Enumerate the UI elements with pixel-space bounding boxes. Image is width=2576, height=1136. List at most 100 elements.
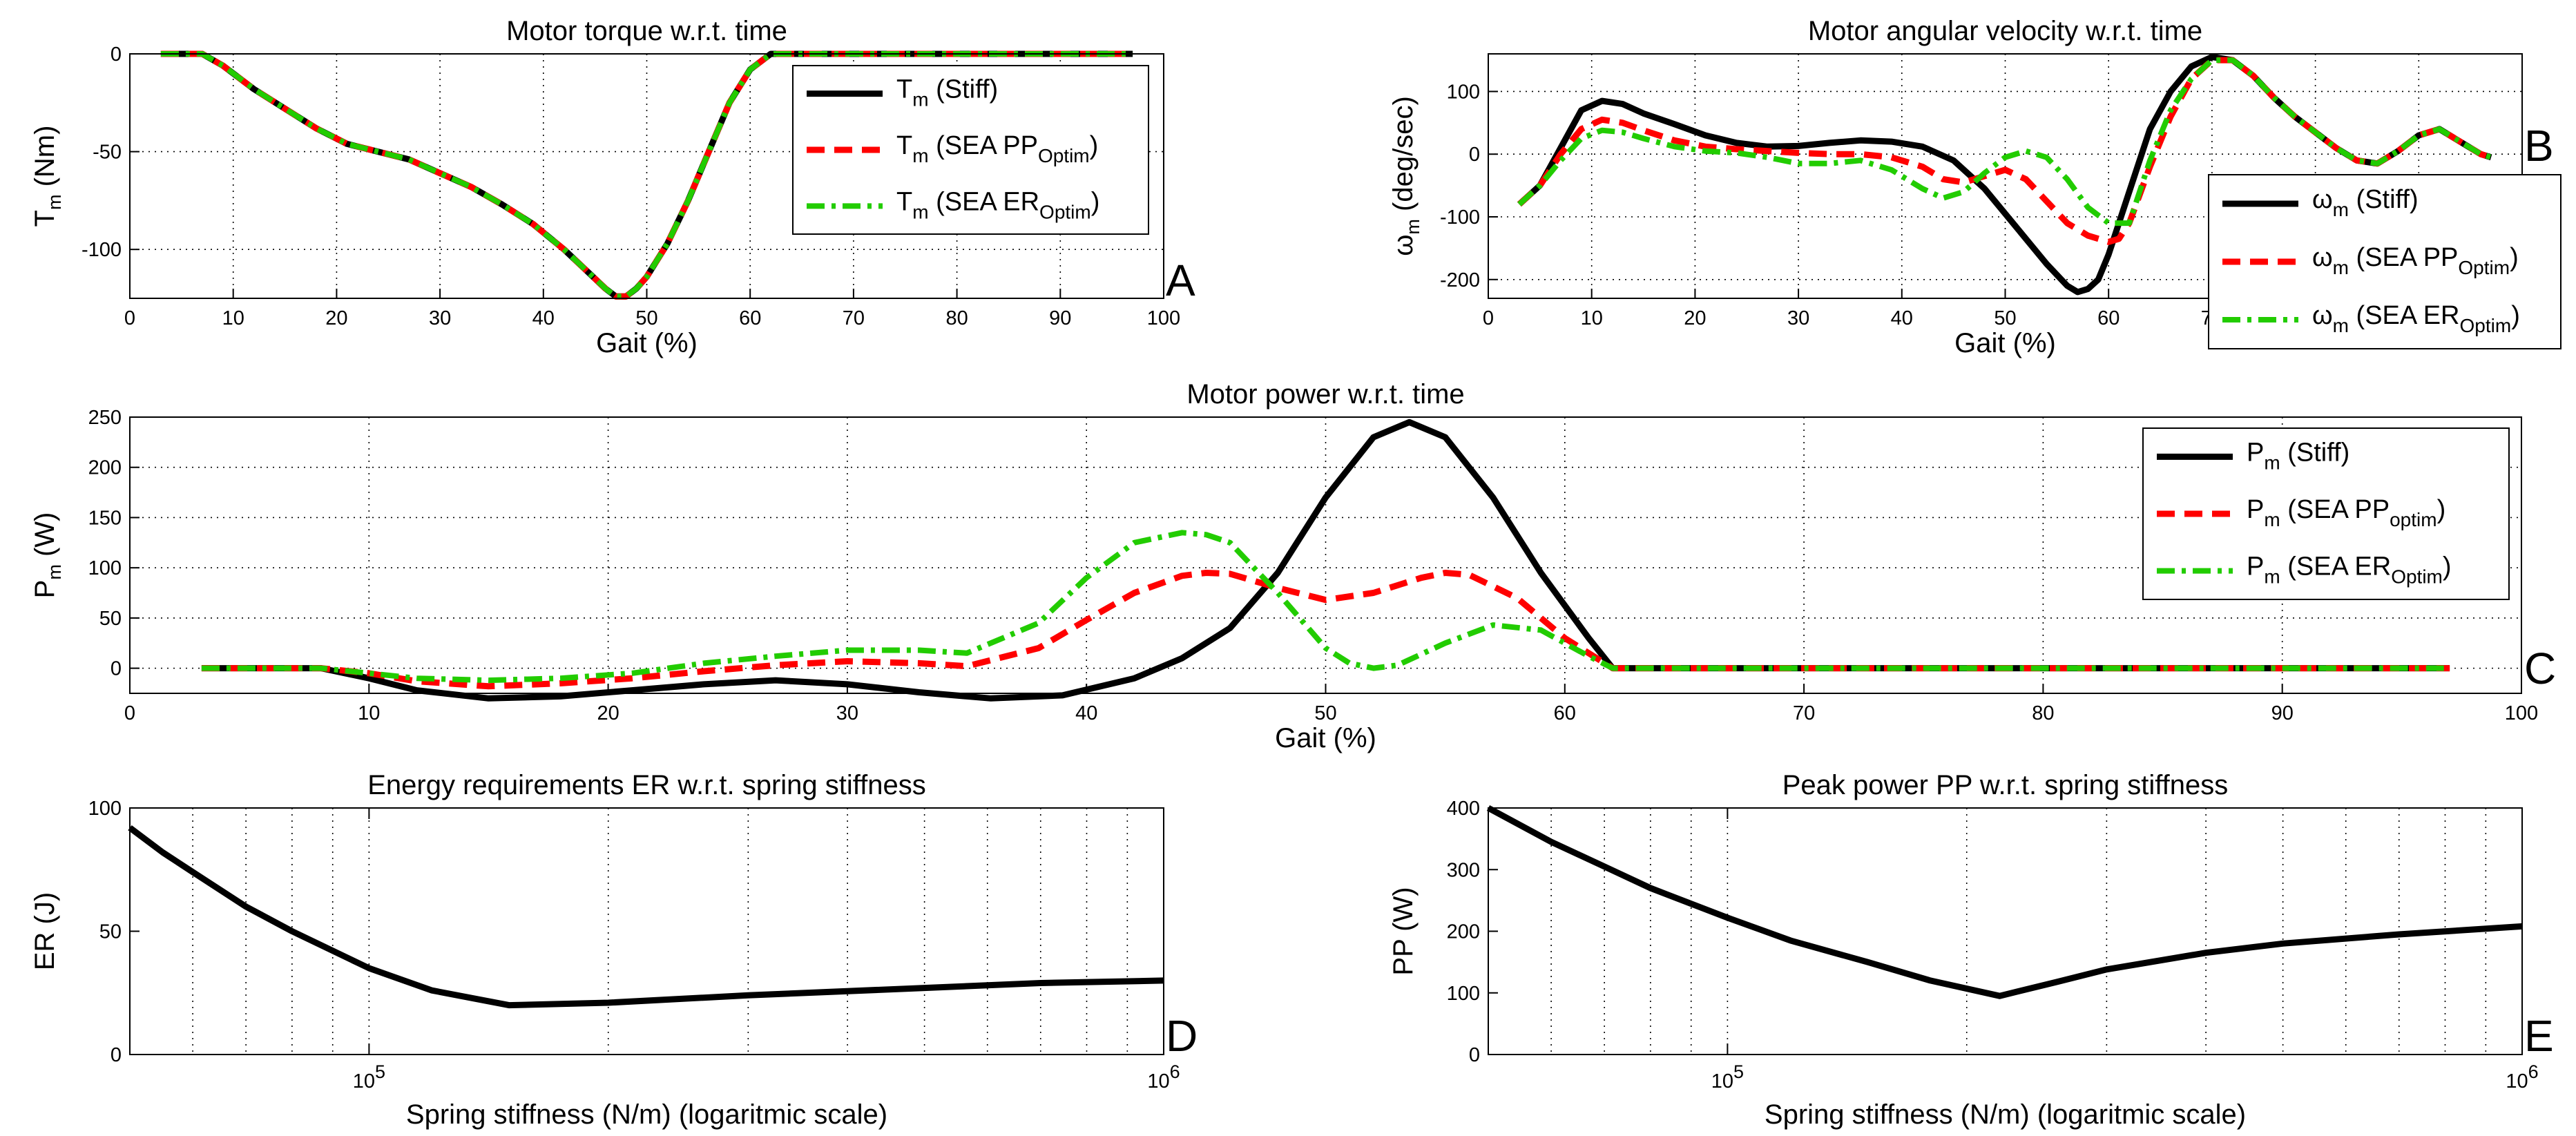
y-axis-label: ER (J) [30,892,60,970]
y-tick-label: 400 [1447,798,1480,820]
x-axis-label: Spring stiffness (N/m) (logaritmic scale… [1765,1099,2246,1130]
y-axis-label: Tm (Nm) [30,126,65,227]
series-stiff [128,825,1164,1009]
panel-letter: B [2524,121,2554,171]
x-tick-label: 80 [2032,702,2054,724]
x-tick-label: 105 [353,1061,385,1092]
x-tick-label: 60 [739,307,761,329]
y-tick-label: 100 [88,798,122,820]
x-tick-label: 100 [2505,702,2538,724]
legend: ωm (Stiff) ωm (SEA PPOptim) ωm (SEA EROpti… [2208,174,2561,349]
panel-letter: C [2524,644,2556,693]
x-tick-label: 70 [843,307,865,329]
panel-letter: E [2524,1011,2554,1061]
x-tick-label: 50 [1314,702,1336,724]
x-tick-label: 30 [836,702,858,724]
panel-D: 105 106 100 50 0 Energy requirements ER w.r.t… [30,770,1198,1130]
x-tick-label: 106 [2506,1061,2538,1092]
x-tick-label: 106 [1147,1061,1180,1092]
x-tick-label: 20 [597,702,619,724]
x-tick-label: 10 [222,307,244,329]
y-tick-label: -100 [1440,206,1480,229]
chart-title: Motor angular velocity w.r.t. time [1808,16,2202,46]
y-tick-label: 100 [1447,983,1480,1005]
x-tick-label: 20 [325,307,347,329]
x-axis-label: Gait (%) [1954,328,2056,358]
x-tick-label: 30 [1787,307,1809,329]
x-tick-label: 60 [2097,307,2120,329]
x-tick-label: 40 [1075,702,1097,724]
x-tick-label: 0 [1483,307,1494,329]
series-er [160,51,1133,300]
x-tick-label: 60 [1554,702,1576,724]
legend-entry: Tm (SEA PPOptim) [896,131,1098,166]
x-tick-label: 10 [1581,307,1603,329]
x-axis-label: Gait (%) [1275,723,1376,753]
axes-box [129,807,1164,1055]
panel-B: 01020304050607080901001000-100-200Motor … [1388,16,2561,358]
legend: Pm (Stiff) Pm (SEA PPoptim) Pm (SEA EROpti… [2142,427,2510,600]
x-axis-label: Gait (%) [596,328,698,358]
y-axis-label: PP (W) [1388,887,1419,975]
legend-entry: Pm (Stiff) [2247,438,2349,473]
y-tick-label: 0 [1469,1044,1480,1066]
x-tick-label: 20 [1684,307,1706,329]
y-tick-label: 50 [99,608,122,630]
legend-entry: Pm (SEA PPoptim) [2247,495,2445,530]
panel-C: 0 10 20 30 40 50 60 70 80 90 100 250 200 150 100 50 0 Mot… [30,379,2556,753]
y-axis-label: ωm (deg/sec) [1388,96,1423,256]
x-tick-label: 105 [1711,1061,1744,1092]
x-tick-label: 70 [1793,702,1815,724]
x-tick-label: 50 [635,307,657,329]
panel-A: 0 10 20 30 40 50 60 70 80 90 100 0 -50 -100 Motor torq… [30,16,1195,358]
x-tick-label: 40 [532,307,555,329]
chart-title: Motor torque w.r.t. time [506,16,787,46]
chart-title: Energy requirements ER w.r.t. spring sti… [367,770,926,800]
chart-title: Peak power PP w.r.t. spring stiffness [1782,770,2229,800]
y-tick-label: 0 [1469,144,1480,166]
legend-entry: ωm (Stiff) [2312,185,2419,220]
legend-entry: ωm (SEA EROptim) [2312,301,2520,336]
x-tick-label: 0 [124,307,135,329]
x-axis-label: Spring stiffness (N/m) (logaritmic scale… [406,1099,887,1130]
x-tick-label: 40 [1891,307,1913,329]
x-tick-label: 50 [1994,307,2016,329]
y-tick-label: 100 [1447,81,1480,103]
panel-letter: D [1166,1011,1198,1061]
legend-entry: Pm (SEA EROptim) [2247,552,2452,588]
x-tick-label: 80 [945,307,968,329]
series-stiff [1486,805,2523,999]
panel-E: 105 106 400 300 200 100 0 Peak power PP w.r.t. … [1388,770,2554,1130]
legend-entry: Tm (SEA EROptim) [896,187,1099,222]
x-tick-label: 90 [2271,702,2294,724]
y-axis-label: Pm (W) [30,512,65,599]
y-tick-label: -100 [81,239,122,261]
y-tick-label: 0 [110,1044,122,1066]
y-tick-label: 0 [110,44,122,66]
y-tick-label: 0 [110,658,122,680]
chart-title: Motor power w.r.t. time [1186,379,1464,410]
x-tick-label: 90 [1049,307,1071,329]
series-er [1517,57,2492,227]
series-er [201,530,2450,684]
x-tick-label: 10 [358,702,380,724]
series-pp [201,570,2450,690]
legend: Tm (Stiff) Tm (SEA PPOptim) Tm (SEA EROpti… [792,65,1149,235]
legend-entry: ωm (SEA PPOptim) [2312,243,2519,278]
axes-box [1488,807,2523,1055]
y-tick-label: 50 [99,921,122,943]
y-tick-label: 200 [88,457,122,479]
y-tick-label: -50 [93,142,122,164]
y-tick-label: 300 [1447,859,1480,881]
y-tick-label: -200 [1440,269,1480,291]
y-tick-label: 150 [88,507,122,529]
x-tick-label: 100 [1147,307,1180,329]
x-tick-label: 0 [124,702,135,724]
panel-letter: A [1166,256,1195,305]
legend-entry: Tm (Stiff) [896,75,998,110]
y-tick-label: 100 [88,557,122,579]
y-tick-label: 200 [1447,921,1480,943]
y-tick-label: 250 [88,407,122,429]
x-tick-label: 30 [429,307,451,329]
